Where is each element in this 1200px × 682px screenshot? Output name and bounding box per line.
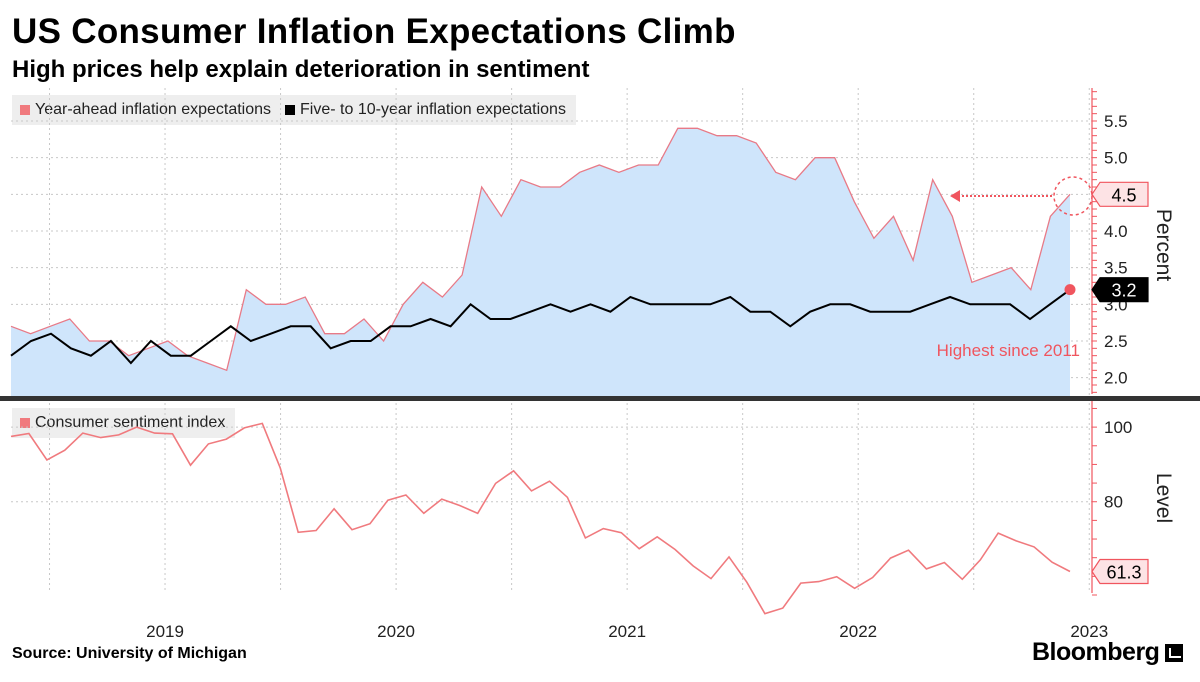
legend-item-year-ahead: Year-ahead inflation expectations bbox=[20, 101, 271, 119]
x-tick-label: 2023 bbox=[1070, 622, 1108, 641]
y-tick-label-bottom: 100 bbox=[1104, 418, 1132, 437]
brand-name: Bloomberg bbox=[1032, 638, 1160, 666]
chart-title: US Consumer Inflation Expectations Climb bbox=[12, 12, 736, 51]
sentiment-last-value: 61.3 bbox=[1091, 558, 1149, 585]
top-panel-legend: Year-ahead inflation expectations Five- … bbox=[12, 95, 576, 125]
source-note: Source: University of Michigan bbox=[12, 645, 247, 662]
x-tick-label: 2022 bbox=[839, 622, 877, 641]
legend-item-five-ten: Five- to 10-year inflation expectations bbox=[285, 101, 566, 119]
brand-logo: Bloomberg bbox=[1032, 638, 1184, 667]
chart-subtitle: High prices help explain deterioration i… bbox=[12, 56, 590, 83]
x-tick-label: 2019 bbox=[146, 622, 184, 641]
y-tick-label-top: 2.0 bbox=[1104, 369, 1128, 388]
y-tick-label-top: 5.5 bbox=[1104, 112, 1128, 131]
legend-swatch-sentiment bbox=[20, 418, 30, 428]
y-tick-label-bottom: 80 bbox=[1104, 493, 1123, 512]
five-ten-last-value: 3.2 bbox=[1091, 277, 1149, 303]
five-ten-highlight-dot bbox=[1064, 284, 1076, 296]
year-ahead-last-value: 4.5 bbox=[1091, 181, 1149, 207]
bloomberg-chart-icon bbox=[1165, 643, 1184, 662]
sentiment-last-value-text: 61.3 bbox=[1106, 562, 1141, 582]
five-ten-line bbox=[10, 288, 1071, 365]
five-ten-last-value-text: 3.2 bbox=[1111, 281, 1136, 301]
year-ahead-last-value-box bbox=[1091, 181, 1149, 207]
panel-divider bbox=[0, 396, 1200, 401]
y-tick-label-top: 5.0 bbox=[1104, 149, 1128, 168]
year-ahead-highlight-circle bbox=[1053, 176, 1093, 216]
y-tick-label-top: 4.0 bbox=[1104, 222, 1128, 241]
y-axis-title-bottom: Level bbox=[1152, 473, 1175, 523]
y-axis-title-top: Percent bbox=[1152, 209, 1175, 282]
sentiment-line bbox=[10, 422, 1071, 615]
year-ahead-area-fill bbox=[11, 128, 1070, 397]
y-tick-label-top: 3.5 bbox=[1104, 259, 1128, 278]
x-tick-label: 2020 bbox=[377, 622, 415, 641]
y-tick-label-top: 2.5 bbox=[1104, 332, 1128, 351]
sentiment-last-value-box bbox=[1091, 558, 1149, 585]
annotation-highest-since-2011: Highest since 2011 bbox=[937, 341, 1080, 360]
comparison-arrow-head bbox=[950, 190, 960, 202]
legend-swatch-five-ten bbox=[285, 105, 296, 115]
legend-label-five-ten: Five- to 10-year inflation expectations bbox=[300, 101, 566, 118]
five-ten-last-value-box bbox=[1091, 277, 1149, 303]
year-ahead-last-value-text: 4.5 bbox=[1111, 185, 1136, 205]
legend-swatch-year-ahead bbox=[20, 105, 30, 115]
legend-label-year-ahead: Year-ahead inflation expectations bbox=[35, 101, 272, 118]
x-tick-label: 2021 bbox=[608, 622, 646, 641]
